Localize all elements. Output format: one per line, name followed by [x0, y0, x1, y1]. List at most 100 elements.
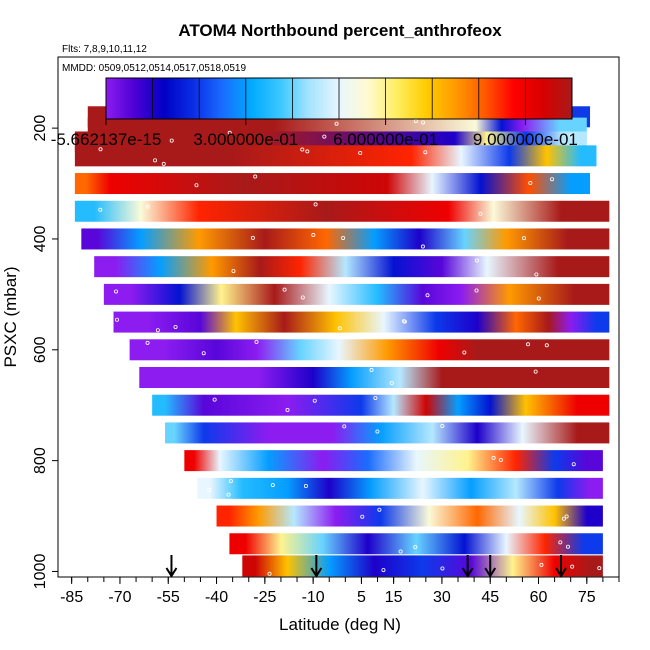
chart-title: ATOM4 Northbound percent_anthrofeox — [178, 21, 502, 40]
sample-point — [267, 571, 272, 576]
sample-point — [303, 483, 308, 488]
sample-point — [369, 368, 374, 373]
sample-point — [250, 235, 255, 240]
sample-point — [342, 424, 347, 429]
x-tick-label: 15 — [385, 589, 403, 606]
x-tick-label: -85 — [60, 589, 83, 606]
x-tick-label: 45 — [481, 589, 499, 606]
heat-band — [74, 200, 610, 222]
flight-marker-head — [461, 567, 474, 578]
sample-point — [161, 161, 166, 166]
flight-marker-head — [165, 567, 178, 578]
sample-point — [474, 258, 479, 263]
heat-band — [81, 228, 610, 250]
sample-point — [536, 296, 541, 301]
heat-band — [165, 422, 610, 444]
y-tick-label: 600 — [32, 336, 49, 363]
sample-point — [522, 236, 527, 241]
sample-point — [282, 287, 287, 292]
sample-point — [491, 455, 496, 460]
sample-point — [305, 149, 310, 154]
sample-point — [564, 514, 569, 519]
heat-band — [184, 450, 603, 472]
sample-point — [402, 319, 407, 324]
sample-point — [597, 566, 602, 571]
sample-point — [558, 540, 563, 545]
x-tick-label: -10 — [302, 589, 325, 606]
y-tick-label: 800 — [32, 447, 49, 474]
sample-point — [478, 211, 483, 216]
sample-point — [145, 204, 150, 209]
plot-frame — [57, 56, 620, 578]
sample-point — [145, 340, 150, 345]
flights-note: Flts: 7,8,9,10,11,12 — [62, 44, 147, 55]
sample-point — [474, 288, 479, 293]
heat-band — [139, 367, 610, 388]
sample-point — [300, 295, 305, 300]
sample-point — [194, 183, 199, 188]
x-tick-label: -40 — [205, 589, 228, 606]
sample-point — [300, 147, 305, 152]
heat-band — [216, 505, 603, 527]
y-tick-label: 400 — [32, 226, 49, 253]
sample-point — [377, 507, 382, 512]
sample-point — [528, 181, 533, 186]
heat-band — [94, 256, 610, 278]
sample-point — [570, 564, 575, 569]
sample-point — [526, 342, 531, 347]
sample-point — [571, 462, 576, 467]
heat-band — [103, 283, 610, 305]
sample-point — [389, 380, 394, 385]
x-tick-label: 5 — [357, 589, 366, 606]
sample-point — [341, 235, 346, 240]
sample-point — [207, 488, 212, 493]
sample-point — [254, 339, 259, 344]
sample-point — [358, 151, 363, 156]
colorbar: -5.662137e-15 3.000000e-01 6.000000e-01 9.0… — [51, 77, 578, 149]
sample-point — [423, 150, 428, 155]
sample-point — [253, 174, 258, 179]
sample-point — [201, 351, 206, 356]
heatmap-layer — [74, 106, 610, 577]
sample-point — [413, 545, 418, 550]
sample-point — [173, 324, 178, 329]
sample-point — [440, 566, 445, 571]
flight-marker-head — [484, 567, 497, 578]
heat-band — [242, 555, 603, 577]
sample-point — [539, 562, 544, 567]
y-tick-label: 1000 — [32, 554, 49, 590]
sample-point — [114, 317, 119, 322]
flight-marker-head — [555, 567, 567, 578]
sample-point — [231, 269, 236, 274]
x-axis-label: Latitude (deg N) — [279, 615, 401, 634]
sample-point — [311, 233, 316, 238]
colorbar-tick-label: 6.000000e-01 — [333, 130, 438, 149]
heat-band — [113, 311, 610, 333]
colorbar-tick-label: 9.000000e-01 — [473, 130, 578, 149]
sample-point — [285, 408, 290, 413]
x-axis: -85 -70 -55 -40 -25 -10 5 15 30 45 60 75 — [60, 577, 620, 606]
sample-point — [155, 328, 160, 333]
sample-point — [420, 244, 425, 249]
heat-band — [229, 533, 603, 555]
colorbar-tick-label: 3.000000e-01 — [193, 130, 298, 149]
sample-point — [98, 147, 103, 152]
sample-point — [98, 207, 103, 212]
x-tick-label: 60 — [530, 589, 548, 606]
sample-point — [228, 479, 233, 484]
x-tick-label: -25 — [253, 589, 276, 606]
flight-markers — [165, 555, 567, 578]
sample-point — [533, 369, 538, 374]
sample-point — [534, 272, 539, 277]
dates-note: MMDD: 0509,0512,0514,0517,0518,0519 — [62, 63, 246, 74]
sample-point — [360, 514, 365, 519]
sample-point — [226, 492, 231, 497]
heat-band — [152, 394, 610, 416]
x-tick-label: -70 — [108, 589, 131, 606]
sample-point — [440, 424, 445, 429]
sample-point — [373, 395, 378, 400]
y-axis: 200 400 600 800 1000 — [32, 115, 58, 590]
heat-band — [74, 173, 591, 195]
sample-point — [565, 544, 570, 549]
